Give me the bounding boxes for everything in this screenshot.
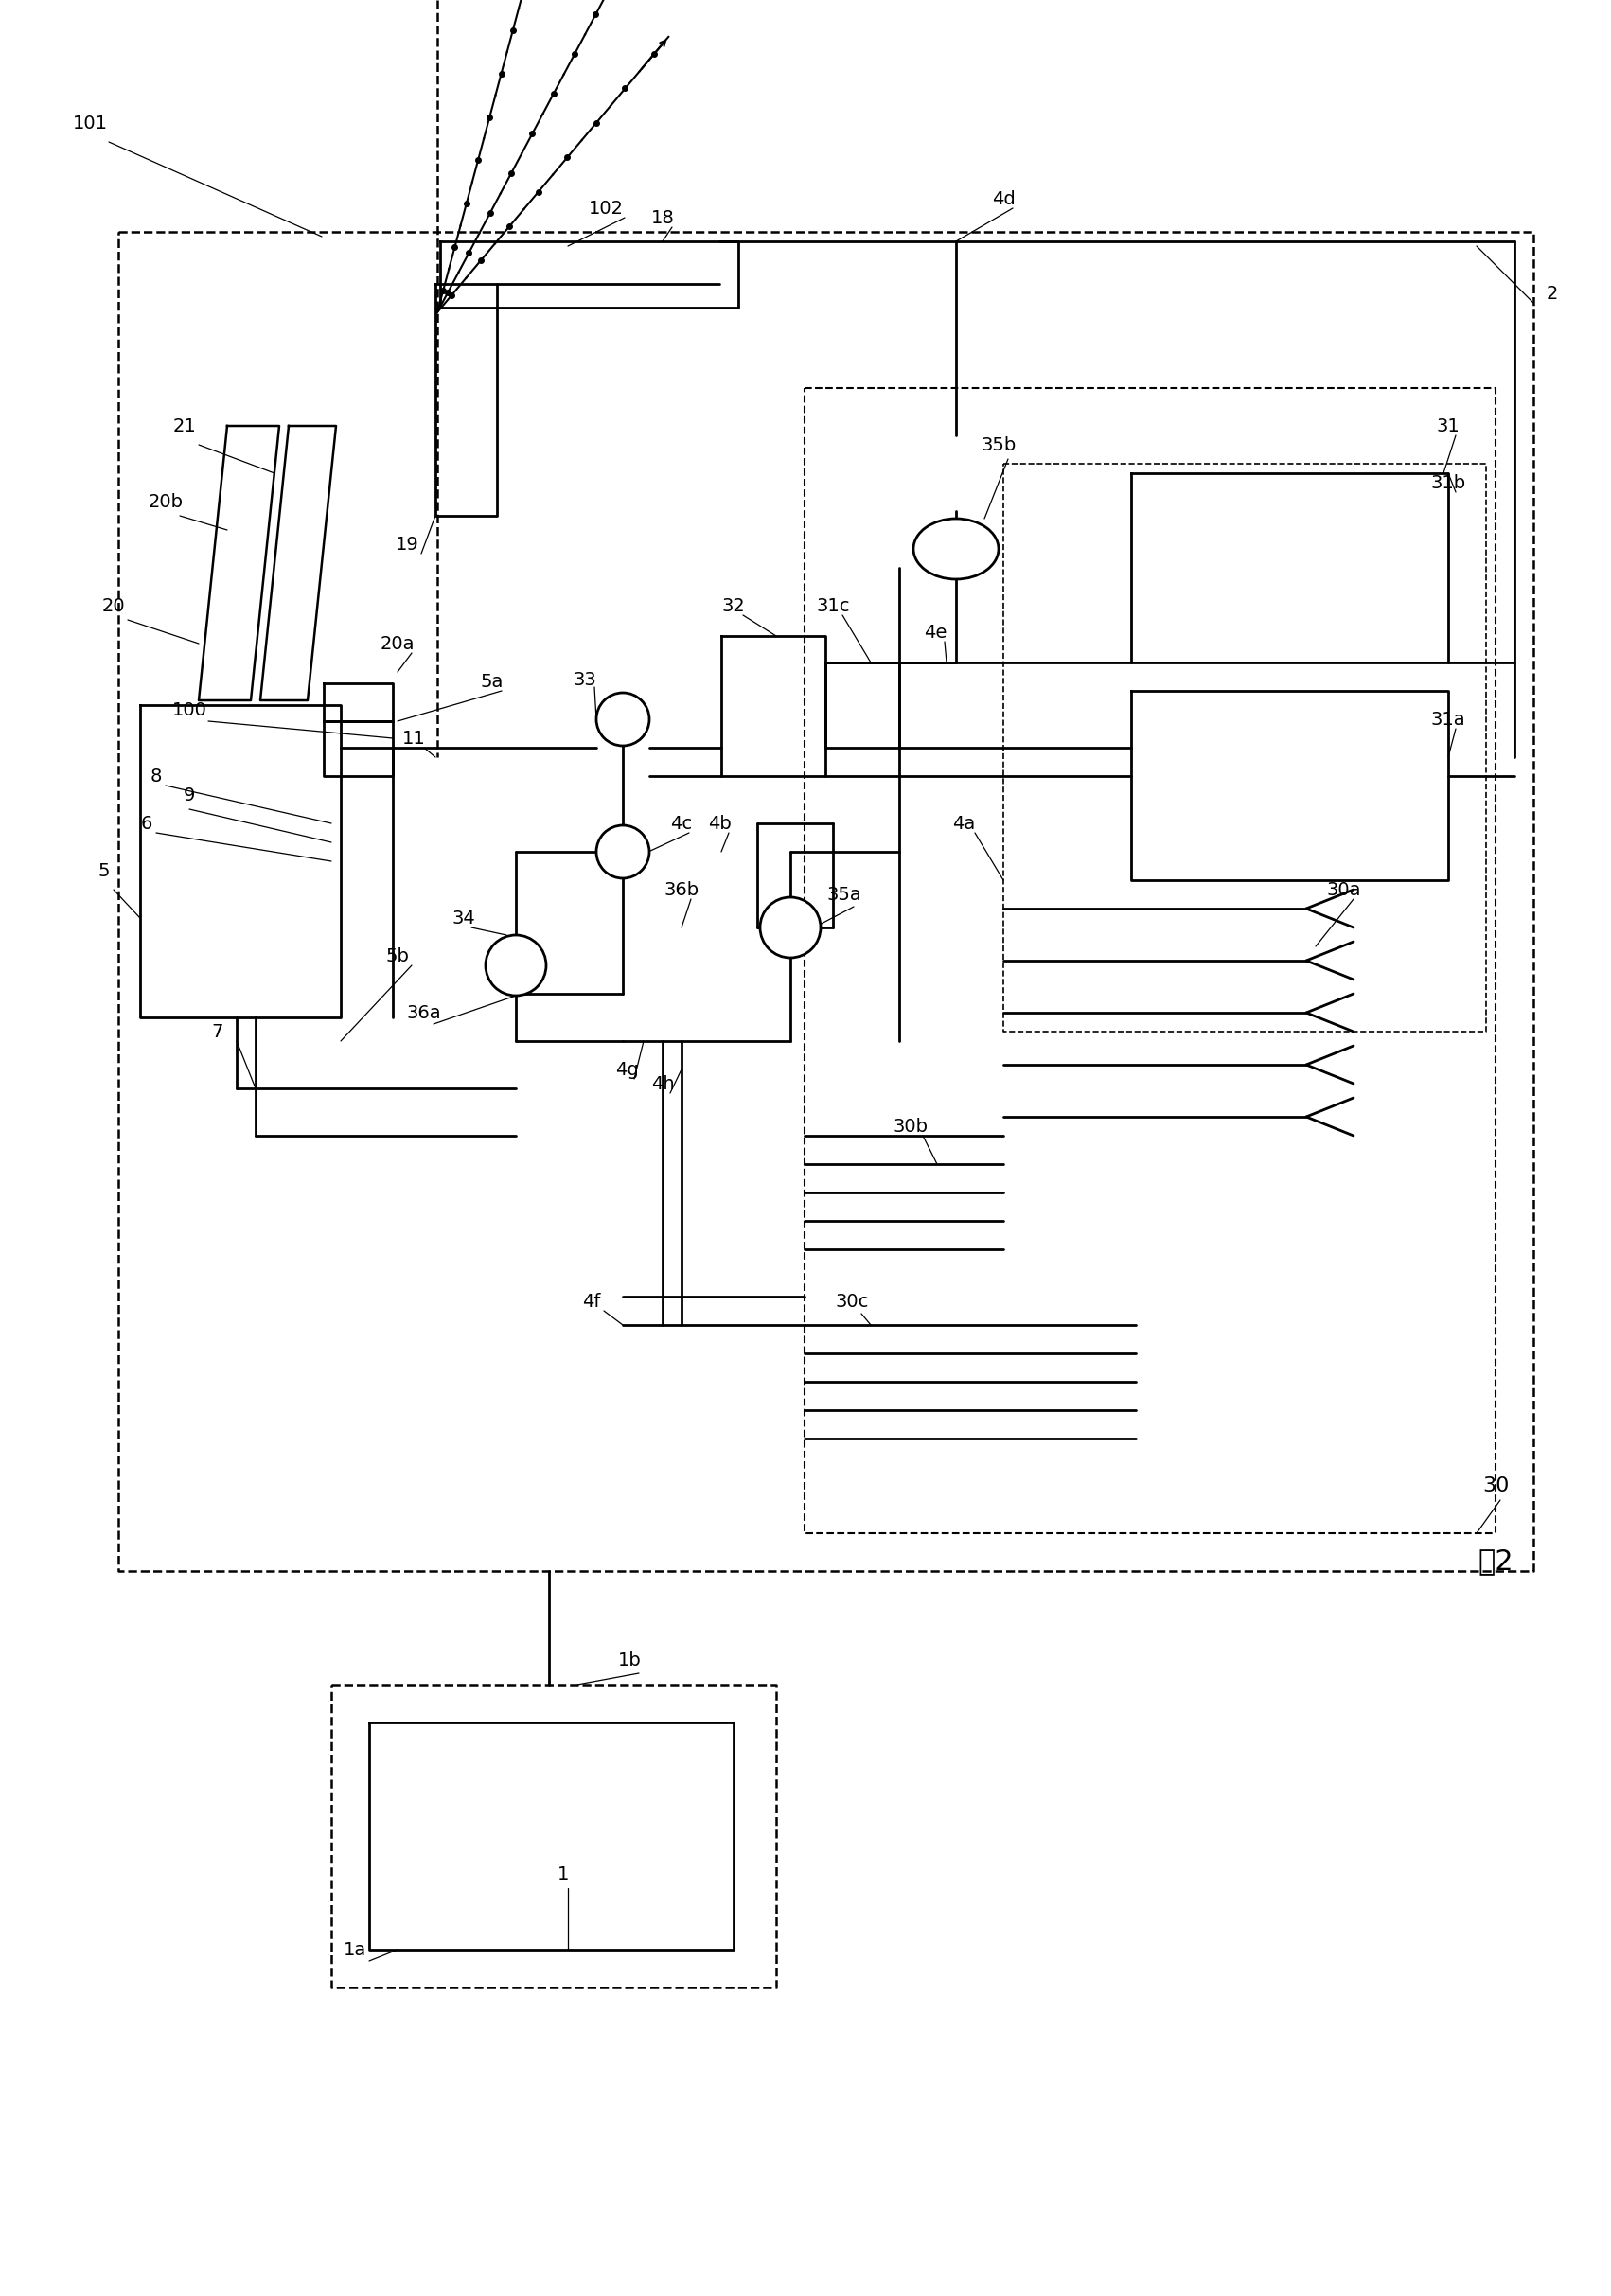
Text: 32: 32 [722,597,746,615]
Text: 4c: 4c [670,815,693,833]
Text: 31: 31 [1437,418,1460,434]
Text: 36a: 36a [406,1003,441,1022]
Text: 1: 1 [557,1864,569,1883]
Circle shape [485,934,546,996]
Text: 6: 6 [140,815,153,833]
Text: 30b: 30b [892,1118,928,1134]
Text: 7: 7 [211,1022,224,1040]
Text: 20a: 20a [380,634,414,652]
Text: 1b: 1b [617,1651,641,1669]
Text: 102: 102 [588,200,623,218]
Text: 20: 20 [101,597,126,615]
Text: 31a: 31a [1431,709,1466,728]
Text: 5: 5 [98,861,110,879]
Text: 31b: 31b [1431,473,1466,491]
Text: 33: 33 [574,670,596,689]
Text: 4g: 4g [615,1061,638,1079]
Text: 30c: 30c [834,1293,868,1311]
Text: 5a: 5a [480,673,504,691]
Text: 図2: 図2 [1477,1548,1513,1575]
Text: 30a: 30a [1327,882,1361,898]
Text: 8: 8 [150,767,163,785]
Text: 4b: 4b [707,815,731,833]
Circle shape [596,824,649,879]
Text: 35b: 35b [981,436,1017,455]
Text: 35a: 35a [826,886,862,902]
Text: 2: 2 [1547,285,1558,303]
Text: 30: 30 [1482,1476,1510,1495]
Text: 21: 21 [172,418,197,434]
Text: 19: 19 [395,535,419,553]
Text: 4f: 4f [583,1293,601,1311]
Text: 9: 9 [184,785,195,804]
Text: 4d: 4d [992,191,1015,207]
Text: 5b: 5b [385,946,409,964]
Text: 36b: 36b [664,882,699,898]
Text: 1a: 1a [343,1940,366,1958]
Text: 100: 100 [172,700,206,719]
Text: 31c: 31c [817,597,849,615]
Text: 18: 18 [651,209,675,227]
Text: 20b: 20b [148,494,184,510]
Text: 34: 34 [453,909,475,928]
Text: 11: 11 [401,730,425,746]
Ellipse shape [913,519,999,579]
Circle shape [760,898,820,957]
Circle shape [596,693,649,746]
Text: 4h: 4h [651,1075,675,1093]
Text: 4e: 4e [923,622,947,641]
Text: 101: 101 [72,115,108,133]
Text: 4a: 4a [952,815,975,833]
